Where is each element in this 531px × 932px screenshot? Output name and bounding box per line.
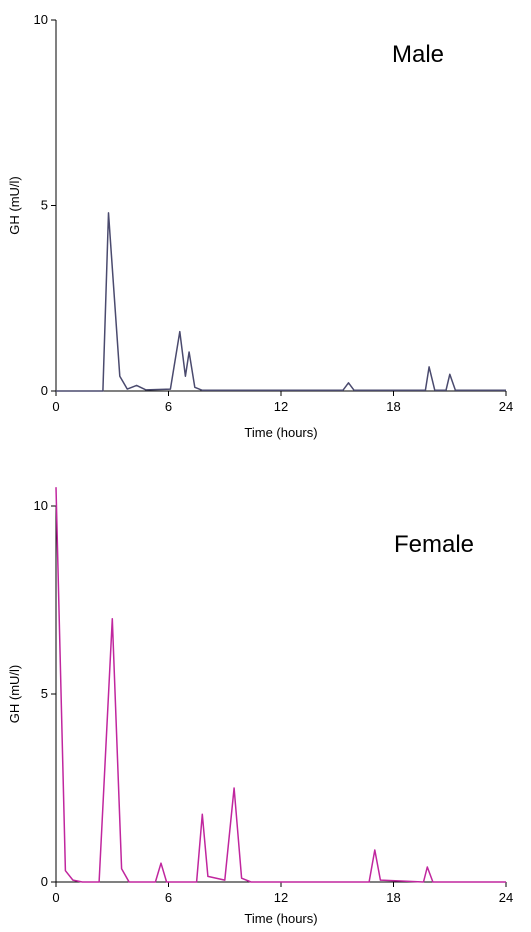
y-tick-label: 5 — [41, 198, 48, 213]
y-tick-label: 10 — [34, 498, 48, 513]
y-tick-label: 10 — [34, 12, 48, 27]
x-tick-label: 18 — [386, 399, 400, 414]
x-tick-label: 0 — [52, 399, 59, 414]
gh-series-line — [56, 212, 506, 392]
chart-panel-male: 0 5 10 0 6 12 18 24 Time (hours) GH (mU/l) Male — [7, 12, 513, 440]
y-axis-title: GH (mU/l) — [7, 176, 22, 235]
y-tick-label: 0 — [41, 874, 48, 889]
x-tick-label: 0 — [52, 890, 59, 905]
y-tick-label: 0 — [41, 383, 48, 398]
y-axis-title: GH (mU/l) — [7, 665, 22, 724]
x-axis-title: Time (hours) — [244, 425, 317, 440]
chart-panel-female: 0 5 10 0 6 12 18 24 Time (hours) GH (mU/l) Female — [7, 487, 513, 926]
x-tick-label: 24 — [499, 890, 513, 905]
x-axis-title: Time (hours) — [244, 911, 317, 926]
panel-label: Female — [394, 531, 474, 558]
panel-label: Male — [392, 41, 444, 68]
x-tick-label: 6 — [165, 399, 172, 414]
x-tick-label: 6 — [165, 890, 172, 905]
x-tick-label: 18 — [386, 890, 400, 905]
y-tick-label: 5 — [41, 686, 48, 701]
x-tick-label: 12 — [274, 890, 288, 905]
x-tick-label: 12 — [274, 399, 288, 414]
gh-series-line — [55, 487, 506, 883]
x-tick-label: 24 — [499, 399, 513, 414]
